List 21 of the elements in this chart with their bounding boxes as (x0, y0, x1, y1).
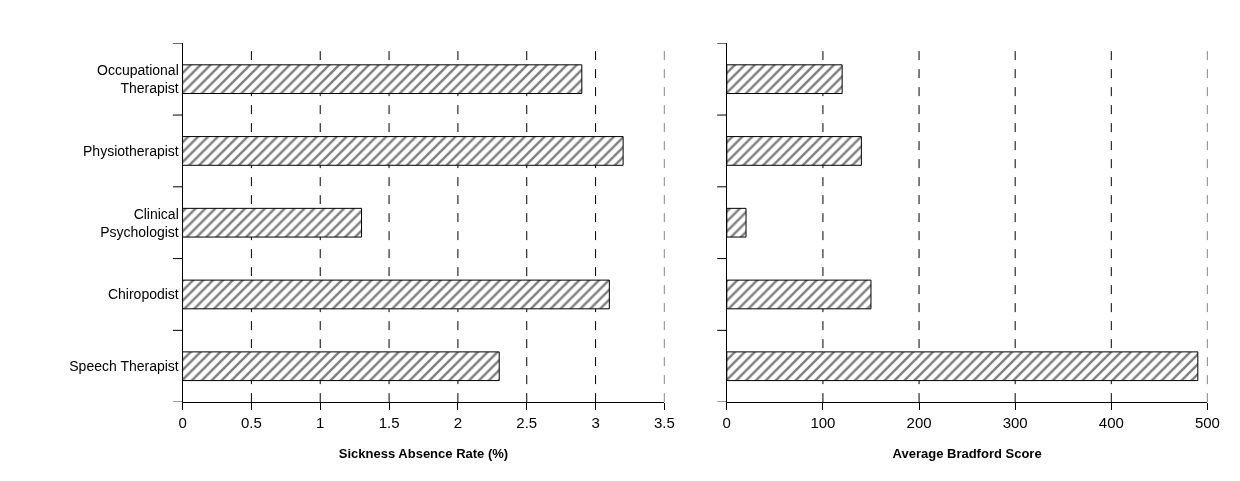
x-tick-label: 0.5 (240, 414, 262, 432)
x-tick-label: 300 (1002, 414, 1028, 432)
x-tick-label: 0 (178, 414, 187, 432)
y-tick-label: Physiotherapist (83, 142, 179, 159)
x-axis-title: Sickness Absence Rate (%) (338, 445, 509, 461)
y-tick-label: Occupational Therapist (97, 61, 179, 97)
y-tick-label: Clinical Psychologist (100, 205, 179, 240)
y-tick-label: Chiropodist (107, 286, 179, 303)
x-tick-label: 1.5 (378, 414, 400, 432)
x-tick-label: 500 (1194, 414, 1220, 432)
x-tick-label: 2 (453, 414, 463, 432)
x-tick-label: 200 (906, 414, 932, 432)
x-tick-label: 2.5 (516, 414, 538, 432)
x-tick-label: 100 (810, 414, 836, 432)
x-tick-label: 3.5 (653, 414, 675, 432)
x-tick-label: 400 (1098, 414, 1124, 432)
x-tick-label: 1 (316, 414, 325, 432)
x-tick-label: 0 (722, 414, 731, 432)
x-axis-title: Average Bradford Score (892, 445, 1042, 461)
y-tick-label: Speech Therapist (69, 358, 179, 375)
x-tick-label: 3 (591, 414, 600, 432)
